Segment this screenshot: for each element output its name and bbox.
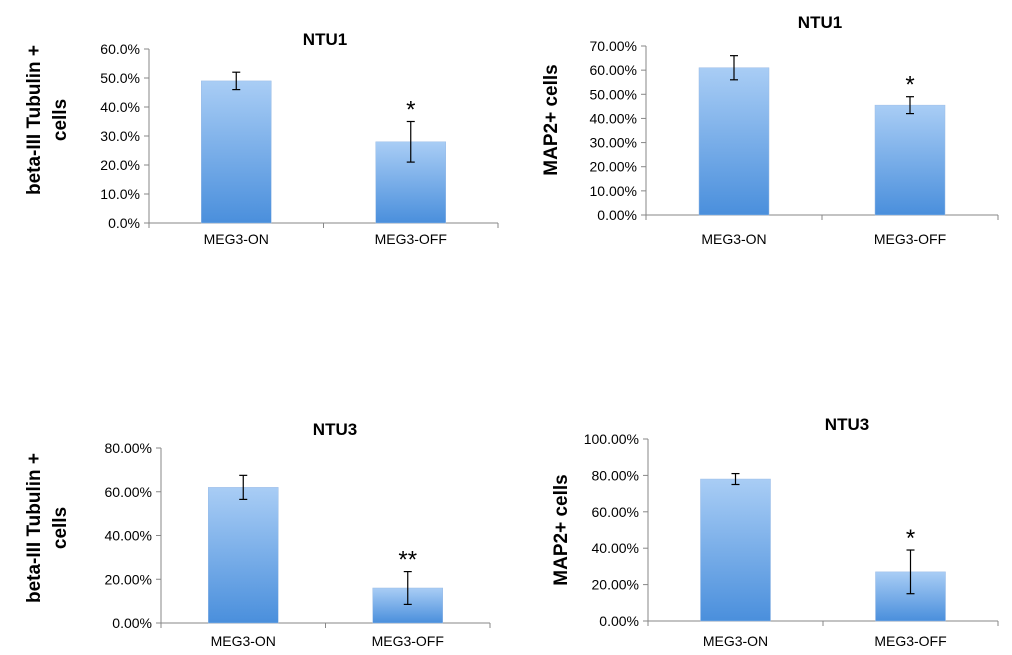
y-tick-label: 70.00% [590, 38, 637, 54]
significance-marker: * [406, 97, 415, 124]
y-axis-label-line: MAP2+ cells [541, 64, 562, 175]
y-tick-label: 40.0% [100, 99, 140, 115]
chart-panel-3: NTU3 beta-III Tubulin + cells 0.00% 20.00% 40… [24, 420, 491, 649]
significance-marker: ** [398, 547, 417, 574]
chart-title: NTU1 [798, 13, 842, 32]
y-tick-label: 30.00% [590, 135, 637, 151]
y-axis-label: beta-III Tubulin + cells [24, 453, 71, 603]
x-category-label: MEG3-OFF [874, 231, 946, 247]
y-tick-label: 10.0% [100, 186, 140, 202]
y-tick-label: 60.00% [590, 62, 637, 78]
y-tick-label: 80.00% [105, 440, 152, 456]
significance-marker: * [905, 72, 914, 99]
y-tick-label: 50.0% [100, 70, 140, 86]
x-category-label: MEG3-OFF [874, 633, 946, 649]
y-tick-label: 20.00% [592, 577, 639, 593]
bar-meg3-on [201, 80, 272, 224]
bar-meg3-on [208, 487, 279, 624]
y-tick-label: 20.0% [100, 157, 140, 173]
y-tick-label: 80.00% [592, 467, 639, 483]
x-category-label: MEG3-OFF [372, 633, 444, 649]
y-tick-label: 20.00% [590, 159, 637, 175]
y-axis-label: MAP2+ cells [551, 474, 572, 585]
x-category-label: MEG3-OFF [375, 231, 447, 247]
y-tick-label: 30.0% [100, 128, 140, 144]
y-axis-label: MAP2+ cells [541, 64, 562, 175]
y-tick-label: 0.00% [599, 613, 639, 629]
y-tick-label: 100.00% [584, 431, 639, 447]
y-tick-label: 60.00% [105, 484, 152, 500]
y-tick-label: 60.00% [592, 504, 639, 520]
y-tick-label: 50.00% [590, 86, 637, 102]
y-tick-label: 40.00% [592, 540, 639, 556]
y-axis-label-line: MAP2+ cells [551, 474, 572, 585]
y-axis-label-line: beta-III Tubulin + [24, 453, 45, 603]
chart-panel-4: NTU3 MAP2+ cells 0.00% 20.00% 40.00% 60.00% 80… [551, 415, 999, 649]
y-tick-label: 60.0% [100, 41, 140, 57]
chart-title: NTU3 [825, 415, 869, 434]
significance-marker: * [906, 525, 915, 552]
x-category-label: MEG3-ON [701, 231, 766, 247]
y-tick-label: 10.00% [590, 183, 637, 199]
y-tick-label: 40.00% [105, 528, 152, 544]
y-tick-label: 20.00% [105, 571, 152, 587]
y-tick-label: 0.00% [112, 615, 152, 631]
x-category-label: MEG3-ON [211, 633, 276, 649]
chart-panel-2: NTU1 MAP2+ cells 0.00% 10.00% 20.00% 30.00% 40… [541, 13, 999, 247]
y-axis-label: beta-III Tubulin + cells [24, 45, 71, 195]
bar-meg3-off [874, 104, 946, 216]
y-tick-label: 0.00% [597, 207, 637, 223]
bar-meg3-on [698, 67, 770, 216]
chart-title: NTU1 [303, 30, 347, 49]
y-axis-label-line: beta-III Tubulin + [24, 45, 45, 195]
y-tick-label: 0.0% [108, 215, 140, 231]
y-axis-label-line: cells [50, 99, 71, 141]
chart-panel-1: NTU1 beta-III Tubulin + cells 0.0% 10.0% 20.0… [24, 30, 499, 247]
x-category-label: MEG3-ON [204, 231, 269, 247]
chart-title: NTU3 [313, 420, 357, 439]
bar-meg3-on [700, 478, 771, 622]
x-category-label: MEG3-ON [703, 633, 768, 649]
y-axis-label-line: cells [50, 507, 71, 549]
y-tick-label: 40.00% [590, 110, 637, 126]
